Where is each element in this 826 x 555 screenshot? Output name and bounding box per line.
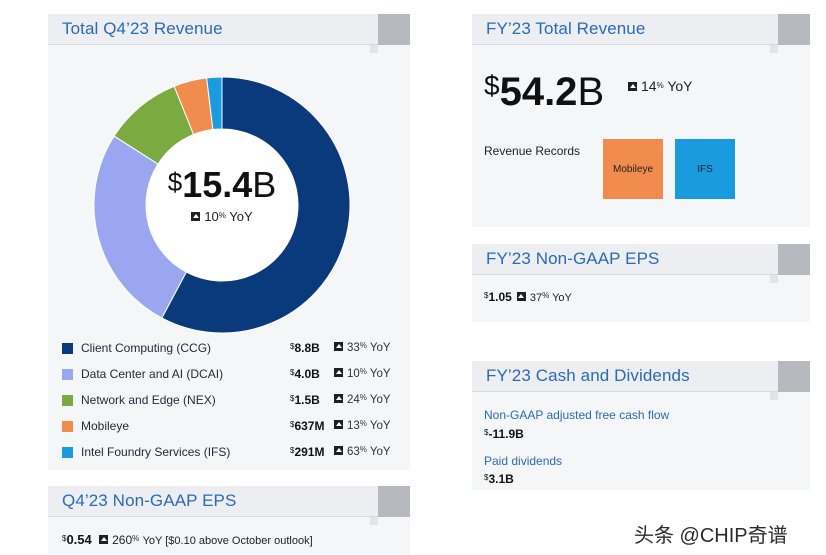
legend-yoy: 33% YoY [334, 341, 391, 354]
legend-value: $8.8B [290, 341, 320, 355]
card-header: FY’23 Total Revenue [472, 14, 810, 45]
up-arrow-icon [334, 368, 343, 377]
legend-swatch [62, 447, 73, 458]
legend-yoy: 63% YoY [334, 445, 391, 458]
up-arrow-icon [516, 292, 526, 301]
legend-value: $291M [290, 445, 325, 459]
watermark: 头条 @CHIP奇谱 [634, 525, 788, 547]
fy-revenue-card: FY’23 Total Revenue $54.2B 14% YoY Reven… [472, 14, 810, 227]
corner-tab [378, 486, 410, 517]
legend-swatch [62, 395, 73, 406]
up-arrow-icon [628, 82, 637, 91]
legend-swatch [62, 343, 73, 354]
card-title: FY’23 Cash and Dividends [486, 366, 690, 385]
legend-yoy: 10% YoY [334, 367, 391, 380]
dividends-label: Paid dividends [484, 454, 563, 468]
card-title: FY’23 Total Revenue [486, 19, 646, 38]
donut-center-label: $15.4B 10% YoY [136, 162, 308, 225]
legend-item-dcai: Data Center and AI (DCAI) $4.0B 10% YoY [62, 366, 391, 384]
card-header: Q4’23 Non-GAAP EPS [48, 486, 410, 517]
legend-value: $4.0B [290, 367, 320, 381]
corner-square [370, 45, 378, 53]
card-header: FY’23 Non-GAAP EPS [472, 244, 810, 275]
fy-revenue-yoy: 14% YoY [628, 78, 693, 94]
card-header: Total Q4’23 Revenue [48, 14, 410, 45]
legend-swatch [62, 369, 73, 380]
fcf-label: Non-GAAP adjusted free cash flow [484, 408, 670, 422]
total-revenue-yoy: 10% YoY [136, 209, 308, 224]
legend-item-ifs: Intel Foundry Services (IFS) $291M 63% Y… [62, 444, 391, 462]
card-header: FY’23 Cash and Dividends [472, 361, 810, 392]
fy-cash-card: FY’23 Cash and Dividends Non-GAAP adjust… [472, 361, 810, 490]
corner-square [770, 275, 778, 283]
up-arrow-icon [191, 212, 201, 221]
corner-square [770, 392, 778, 400]
q4-eps-card: Q4’23 Non-GAAP EPS $0.54 260% YoY [$0.10… [48, 486, 410, 555]
fy-eps-card: FY’23 Non-GAAP EPS $1.05 37% YoY [472, 244, 810, 322]
revenue-records-label: Revenue Records [484, 144, 581, 158]
legend-yoy: 13% YoY [334, 419, 391, 432]
corner-tab [378, 14, 410, 45]
corner-square [770, 45, 778, 53]
corner-tab [778, 14, 810, 45]
up-arrow-icon [334, 420, 343, 429]
fy-eps-value: $1.05 37% YoY [484, 290, 572, 304]
up-arrow-icon [334, 342, 343, 351]
legend-item-nex: Network and Edge (NEX) $1.5B 24% YoY [62, 392, 391, 410]
legend-yoy: 24% YoY [334, 393, 391, 406]
q4-eps-value: $0.54 260% YoY [$0.10 above October outl… [62, 532, 313, 547]
legend-value: $1.5B [290, 393, 320, 407]
up-arrow-icon [334, 446, 343, 455]
legend-value: $637M [290, 419, 325, 433]
card-title: Q4’23 Non-GAAP EPS [62, 491, 237, 510]
total-revenue-value: $15.4B [167, 164, 277, 205]
q4-revenue-card: Total Q4’23 Revenue $15.4B 10% YoY [48, 14, 410, 470]
corner-tab [778, 361, 810, 392]
fcf-value: $-11.9B [484, 427, 524, 441]
dividends-value: $3.1B [484, 472, 514, 486]
legend-item-ccg: Client Computing (CCG) $8.8B 33% YoY [62, 340, 391, 358]
card-title: Total Q4’23 Revenue [62, 19, 223, 38]
fy-revenue-value: $54.2B [484, 70, 605, 114]
corner-square [370, 517, 378, 525]
revenue-donut-chart [93, 76, 351, 334]
legend-swatch [62, 421, 73, 432]
record-mobileye: Mobileye [603, 139, 663, 199]
record-ifs: IFS [675, 139, 735, 199]
card-title: FY’23 Non-GAAP EPS [486, 249, 660, 268]
corner-tab [778, 244, 810, 275]
up-arrow-icon [99, 535, 109, 544]
donut-hole [146, 129, 298, 281]
legend-item-mobileye: Mobileye $637M 13% YoY [62, 418, 391, 436]
down-arrow-icon [334, 394, 343, 403]
